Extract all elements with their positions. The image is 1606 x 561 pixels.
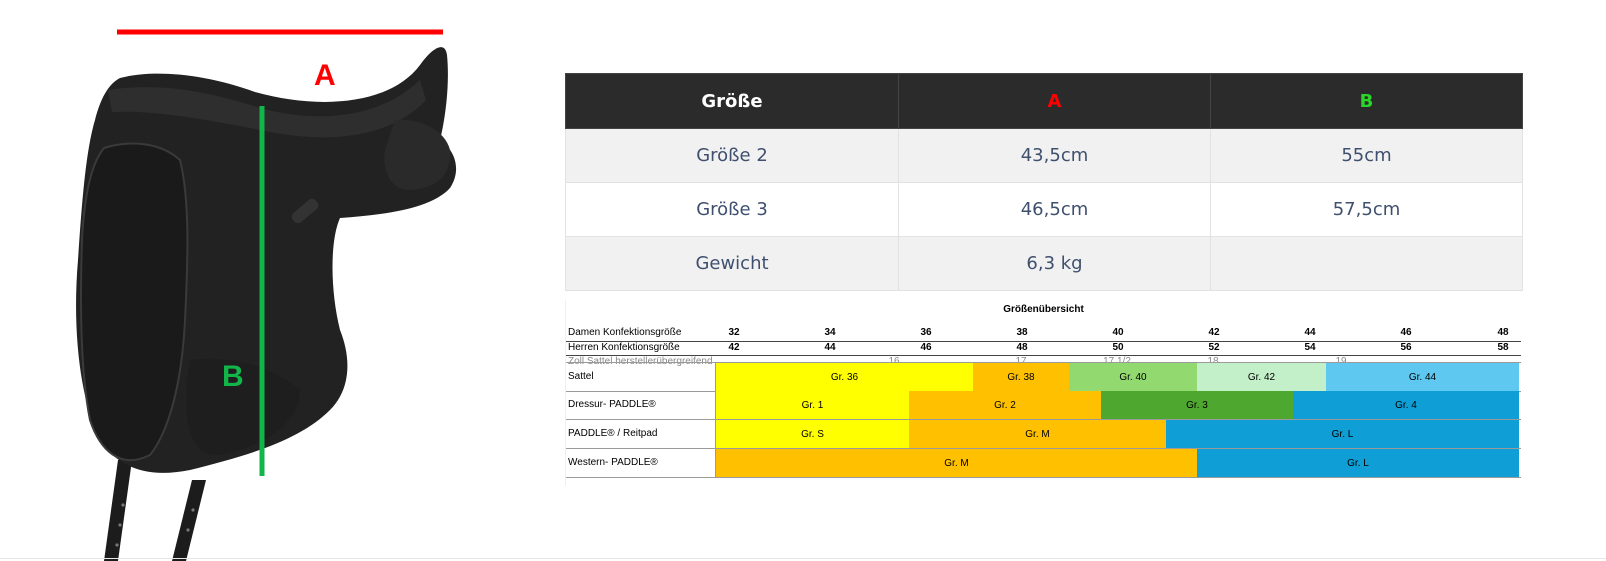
spec-row: Größe 3 46,5cm 57,5cm xyxy=(565,182,1523,237)
header-a: A xyxy=(898,73,1211,129)
band-divider xyxy=(715,391,716,419)
herren-size: 44 xyxy=(824,342,836,353)
herren-size: 48 xyxy=(1016,342,1028,353)
divider xyxy=(566,355,1521,356)
band-segment: Gr. 4 xyxy=(1293,391,1519,419)
damen-label: Damen Konfektionsgröße xyxy=(568,327,682,338)
band-divider xyxy=(715,363,716,391)
damen-size: 32 xyxy=(728,327,740,338)
band-segment: Gr. 36 xyxy=(716,363,973,391)
band-row: PADDLE® / Reitpad Gr. S Gr. M Gr. L xyxy=(566,420,1521,449)
label-b: B xyxy=(222,360,244,393)
band-segment: Gr. M xyxy=(716,449,1197,477)
spec-cell: 6,3 kg xyxy=(898,236,1211,291)
herren-label: Herren Konfektionsgröße xyxy=(568,342,680,353)
damen-size: 48 xyxy=(1497,327,1509,338)
spec-row: Größe 2 43,5cm 55cm xyxy=(565,128,1523,183)
label-a: A xyxy=(314,59,336,92)
band-segment: Gr. 40 xyxy=(1069,363,1197,391)
herren-size: 58 xyxy=(1497,342,1509,353)
zoll-size: 16 xyxy=(888,356,900,367)
bottom-divider xyxy=(0,558,1606,559)
header-b: B xyxy=(1210,73,1523,129)
band-row: Sattel Gr. 36 Gr. 38 Gr. 40 Gr. 42 Gr. 44 xyxy=(566,362,1521,392)
size-spec-table: Größe A B Größe 2 43,5cm 55cm Größe 3 46… xyxy=(565,73,1523,291)
spec-cell: Gewicht xyxy=(565,236,899,291)
zoll-size: 19 xyxy=(1335,356,1347,367)
herren-size: 54 xyxy=(1304,342,1316,353)
band-segment: Gr. 42 xyxy=(1197,363,1326,391)
spec-cell: 55cm xyxy=(1210,128,1523,183)
band-segment: Gr. L xyxy=(1197,449,1519,477)
band-segment: Gr. M xyxy=(909,420,1166,448)
damen-size: 40 xyxy=(1112,327,1124,338)
divider xyxy=(566,341,1521,342)
damen-size: 34 xyxy=(824,327,836,338)
band-segment: Gr. L xyxy=(1166,420,1519,448)
herren-size: 50 xyxy=(1112,342,1124,353)
header-groesse: Größe xyxy=(565,73,899,129)
herren-size: 56 xyxy=(1400,342,1412,353)
zoll-size: 17 1/2 xyxy=(1103,356,1131,367)
damen-size: 36 xyxy=(920,327,932,338)
band-segment: Gr. 38 xyxy=(973,363,1069,391)
zoll-label: Zoll Sattel herstellerübergreifend xyxy=(568,356,713,367)
damen-size: 46 xyxy=(1400,327,1412,338)
band-segment: Gr. 1 xyxy=(716,391,909,419)
band-label: PADDLE® / Reitpad xyxy=(568,428,658,439)
band-row: Dressur- PADDLE® Gr. 1 Gr. 2 Gr. 3 Gr. 4 xyxy=(566,391,1521,420)
damen-size: 38 xyxy=(1016,327,1028,338)
spec-cell xyxy=(1210,236,1523,291)
damen-size: 44 xyxy=(1304,327,1316,338)
band-segment: Gr. 3 xyxy=(1101,391,1293,419)
stirrup-leathers xyxy=(104,460,206,561)
size-overview-chart: Größenübersicht Damen Konfektionsgröße 3… xyxy=(565,300,1521,486)
band-divider xyxy=(715,449,716,477)
band-segment: Gr. 2 xyxy=(909,391,1101,419)
band-label: Western- PADDLE® xyxy=(568,457,658,468)
herren-size: 42 xyxy=(728,342,740,353)
herren-size: 52 xyxy=(1208,342,1220,353)
band-label: Dressur- PADDLE® xyxy=(568,399,656,410)
band-row: Western- PADDLE® Gr. M Gr. L xyxy=(566,449,1521,478)
spec-cell: Größe 3 xyxy=(565,182,899,237)
band-label: Sattel xyxy=(568,371,594,382)
damen-size: 42 xyxy=(1208,327,1220,338)
spec-header-row: Größe A B xyxy=(565,73,1523,129)
zoll-size: 18 xyxy=(1207,356,1219,367)
herren-size: 46 xyxy=(920,342,932,353)
spec-cell: 46,5cm xyxy=(898,182,1211,237)
spec-cell: 43,5cm xyxy=(898,128,1211,183)
spec-row: Gewicht 6,3 kg xyxy=(565,236,1523,291)
saddle-illustration: A B xyxy=(76,29,457,561)
zoll-size: 17 xyxy=(1015,356,1027,367)
band-divider xyxy=(715,420,716,448)
band-segment: Gr. S xyxy=(716,420,909,448)
saddle-body xyxy=(76,47,457,473)
spec-cell: 57,5cm xyxy=(1210,182,1523,237)
band-segment: Gr. 44 xyxy=(1326,363,1519,391)
overview-title: Größenübersicht xyxy=(1003,304,1084,315)
spec-cell: Größe 2 xyxy=(565,128,899,183)
